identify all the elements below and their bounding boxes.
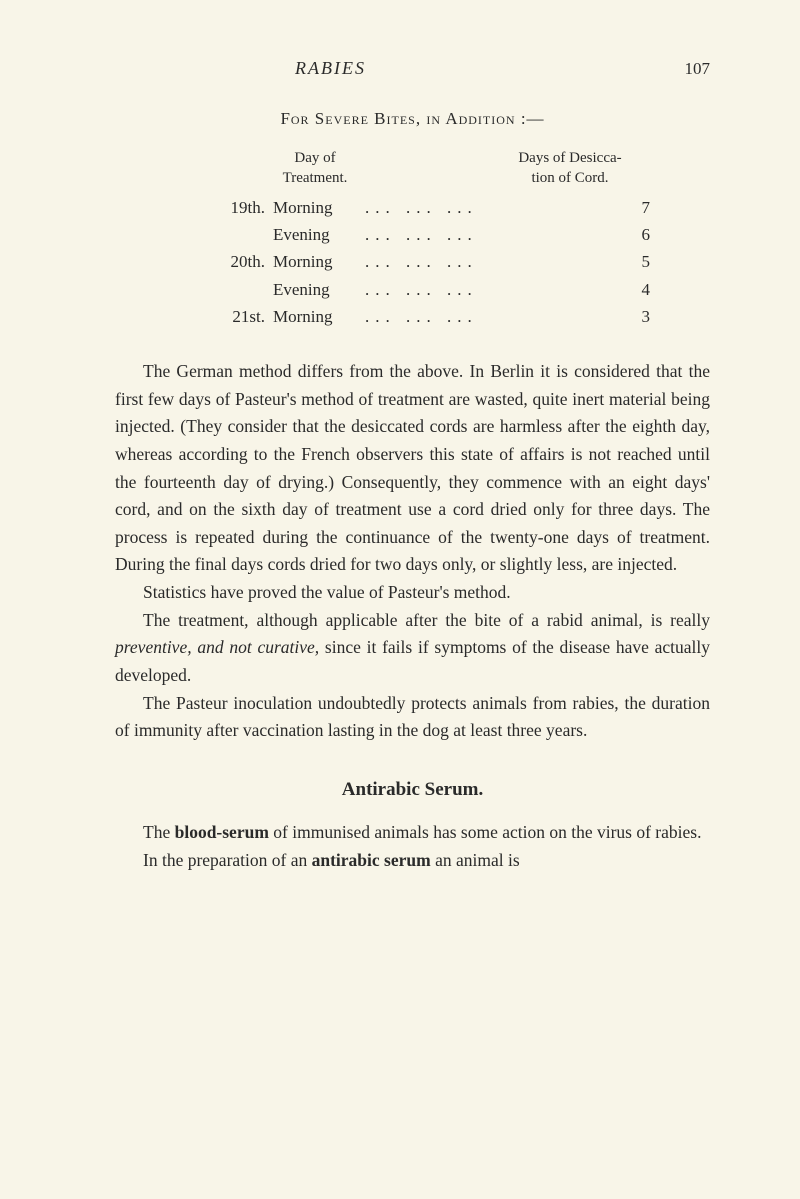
section-title: For Severe Bites, in Addition :—: [115, 109, 710, 129]
paragraph-2: Statistics have proved the value of Past…: [115, 579, 710, 607]
running-header: RABIES: [295, 58, 366, 79]
p5-post: of immunised animals has some action on …: [269, 822, 702, 842]
th-left-line2: Treatment.: [283, 170, 348, 186]
table-header-left: Day of Treatment.: [215, 149, 415, 188]
table-row: 20th. Morning ... ... ... 5: [215, 248, 650, 275]
value-cell: 7: [615, 194, 650, 221]
dots-cell: ... ... ...: [360, 221, 615, 248]
p6-pre: In the preparation of an: [143, 850, 312, 870]
p3-italic: preventive, and not curative,: [115, 637, 319, 657]
day-cell: 21st.: [215, 303, 265, 330]
th-right-line2: tion of Cord.: [531, 170, 608, 186]
dots-cell: ... ... ...: [360, 303, 615, 330]
paragraph-5: The blood-serum of immunised animals has…: [115, 819, 710, 847]
table-row: Evening ... ... ... 4: [215, 276, 650, 303]
dots-cell: ... ... ...: [360, 194, 615, 221]
th-left-line1: Day of: [294, 150, 335, 166]
day-cell: 20th.: [215, 248, 265, 275]
value-cell: 6: [615, 221, 650, 248]
value-cell: 5: [615, 248, 650, 275]
table-row: 19th. Morning ... ... ... 7: [215, 194, 650, 221]
day-cell: 19th.: [215, 194, 265, 221]
paragraph-3: The treatment, although applicable after…: [115, 607, 710, 690]
table-row: Evening ... ... ... 6: [215, 221, 650, 248]
time-cell: Evening: [265, 276, 360, 303]
paragraph-4: The Pasteur inoculation undoubtedly prot…: [115, 690, 710, 745]
body-text-2: The blood-serum of immunised animals has…: [115, 819, 710, 874]
time-cell: Evening: [265, 221, 360, 248]
page-number: 107: [685, 59, 711, 79]
p6-bold: antirabic serum: [312, 850, 431, 870]
time-cell: Morning: [265, 194, 360, 221]
p5-bold: blood-serum: [175, 822, 269, 842]
th-right-line1: Days of Desicca-: [518, 150, 621, 166]
time-cell: Morning: [265, 248, 360, 275]
dots-cell: ... ... ...: [360, 276, 615, 303]
p3-pre: The treatment, although applicable after…: [143, 610, 710, 630]
value-cell: 4: [615, 276, 650, 303]
table-header-right: Days of Desicca- tion of Cord.: [490, 149, 650, 188]
paragraph-1: The German method differs from the above…: [115, 358, 710, 579]
table-row: 21st. Morning ... ... ... 3: [215, 303, 650, 330]
value-cell: 3: [615, 303, 650, 330]
treatment-table: Day of Treatment. Days of Desicca- tion …: [215, 149, 650, 330]
paragraph-6: In the preparation of an antirabic serum…: [115, 847, 710, 875]
subsection-title: Antirabic Serum.: [115, 779, 710, 801]
dots-cell: ... ... ...: [360, 248, 615, 275]
p6-post: an animal is: [431, 850, 520, 870]
body-text: The German method differs from the above…: [115, 358, 710, 745]
time-cell: Morning: [265, 303, 360, 330]
p5-pre: The: [143, 822, 175, 842]
